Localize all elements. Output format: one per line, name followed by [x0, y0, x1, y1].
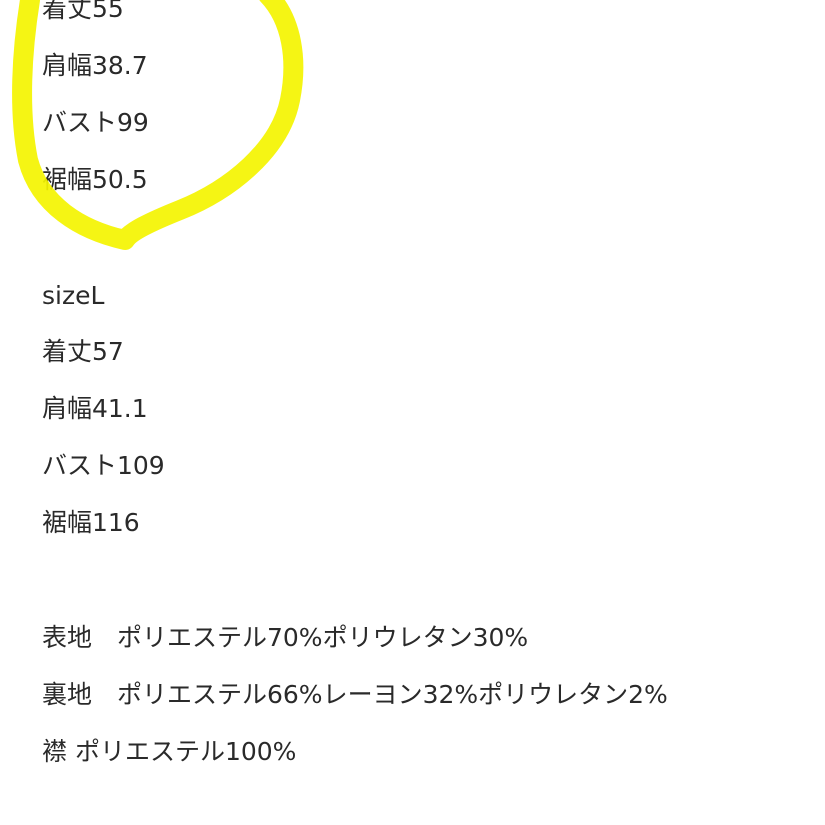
size-m-shoulder: 肩幅38.7	[42, 51, 148, 80]
size-l-hem: 裾幅116	[42, 508, 140, 537]
material-lining: 裏地 ポリエステル66%レーヨン32%ポリウレタン2%	[42, 680, 668, 709]
size-l-bust: バスト109	[42, 451, 165, 480]
material-outer: 表地 ポリエステル70%ポリウレタン30%	[42, 623, 529, 652]
material-collar: 襟 ポリエステル100%	[42, 737, 297, 766]
size-l-shoulder: 肩幅41.1	[42, 394, 148, 423]
size-m-bust: バスト99	[42, 108, 149, 137]
size-l-length: 着丈57	[42, 337, 124, 366]
size-m-length: 着丈55	[42, 0, 124, 23]
size-l-label: sizeL	[42, 281, 105, 310]
size-m-hem: 裾幅50.5	[42, 165, 148, 194]
